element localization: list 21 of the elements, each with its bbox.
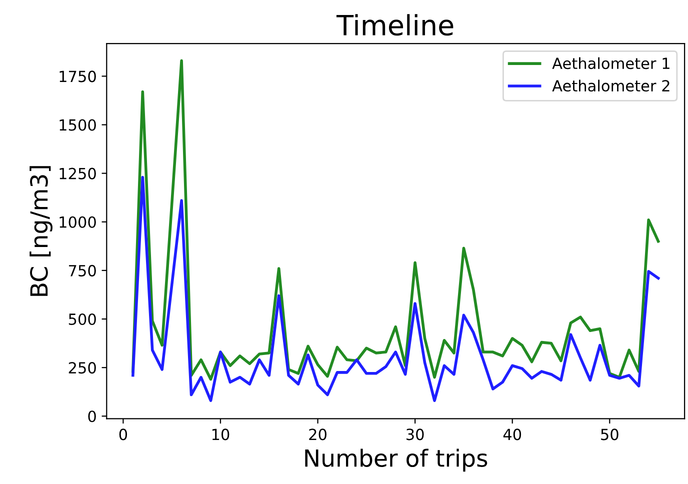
y-tick-label: 1500 [60, 119, 96, 131]
y-axis-title: BC [ng/m3] [30, 166, 52, 296]
x-tick-label: 0 [119, 428, 128, 440]
y-tick-label: 1750 [60, 70, 96, 82]
x-tick-label: 10 [212, 428, 230, 440]
y-tick-label: 1250 [60, 168, 96, 180]
y-tick-label: 1000 [60, 216, 96, 228]
x-axis-title: Number of trips [305, 448, 488, 472]
chart-title: Timeline [336, 14, 454, 36]
x-tick-label: 20 [309, 428, 326, 440]
y-tick-label: 250 [68, 362, 96, 374]
line-series [132, 59, 660, 381]
y-tick-label: 750 [69, 264, 96, 276]
x-tick-label: 50 [601, 428, 618, 440]
line-series [132, 176, 660, 402]
legend-label: Aethalometer 2 [552, 80, 670, 92]
legend-label: Aethalometer 1 [552, 57, 670, 70]
y-tick-label: 500 [68, 313, 96, 326]
x-tick-label: 30 [406, 428, 424, 440]
y-tick-label: 0 [88, 410, 96, 422]
x-tick-label: 40 [503, 428, 522, 440]
